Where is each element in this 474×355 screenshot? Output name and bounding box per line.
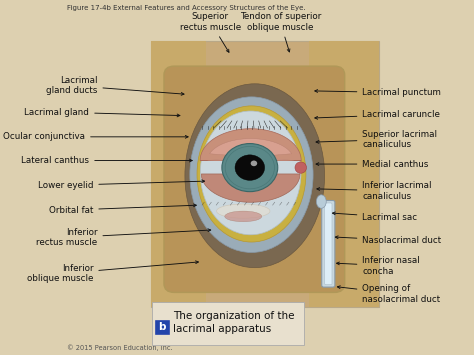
Text: Lateral canthus: Lateral canthus [21,156,192,165]
FancyBboxPatch shape [322,201,335,287]
Ellipse shape [316,195,326,208]
Polygon shape [208,138,294,160]
FancyBboxPatch shape [164,66,345,293]
Text: Lacrimal
gland ducts: Lacrimal gland ducts [46,76,184,95]
Text: Superior
rectus muscle: Superior rectus muscle [180,12,241,52]
Text: Inferior lacrimal
canaliculus: Inferior lacrimal canaliculus [317,181,432,201]
Text: Nasolacrimal duct: Nasolacrimal duct [335,236,441,245]
Text: Lacrimal sac: Lacrimal sac [332,212,418,222]
Text: Medial canthus: Medial canthus [316,159,429,169]
Text: Inferior nasal
concha: Inferior nasal concha [337,256,420,275]
Text: b: b [159,322,166,332]
Ellipse shape [225,211,262,222]
FancyBboxPatch shape [151,42,206,307]
FancyBboxPatch shape [155,320,169,334]
Ellipse shape [295,162,307,173]
Text: Inferior
oblique muscle: Inferior oblique muscle [27,261,199,283]
Text: Lacrimal caruncle: Lacrimal caruncle [315,110,440,119]
Text: Lacrimal punctum: Lacrimal punctum [315,88,441,97]
Ellipse shape [197,106,306,242]
Text: Opening of
nasolacrimal duct: Opening of nasolacrimal duct [337,284,440,304]
Circle shape [222,143,278,192]
Text: © 2015 Pearson Education, Inc.: © 2015 Pearson Education, Inc. [67,345,172,351]
Text: Figure 17-4b External Features and Accessory Structures of the Eye.: Figure 17-4b External Features and Acces… [67,5,305,11]
Text: Superior lacrimal
canaliculus: Superior lacrimal canaliculus [316,130,438,149]
Circle shape [251,160,257,166]
Circle shape [235,155,264,180]
FancyBboxPatch shape [152,302,304,345]
Text: Inferior
rectus muscle: Inferior rectus muscle [36,228,211,247]
Polygon shape [201,174,300,202]
FancyBboxPatch shape [309,42,379,307]
Polygon shape [200,129,301,160]
Ellipse shape [190,97,313,252]
Ellipse shape [201,111,301,235]
Text: Tendon of superior
oblique muscle: Tendon of superior oblique muscle [239,12,321,52]
Text: Lacrimal gland: Lacrimal gland [24,108,180,117]
Text: The organization of the
lacrimal apparatus: The organization of the lacrimal apparat… [173,311,295,334]
FancyBboxPatch shape [151,42,379,307]
Text: Orbital fat: Orbital fat [49,204,196,214]
Text: Ocular conjunctiva: Ocular conjunctiva [3,132,188,141]
Ellipse shape [185,84,325,268]
Text: Lower eyelid: Lower eyelid [38,180,205,190]
FancyBboxPatch shape [325,203,332,285]
Ellipse shape [217,204,270,218]
